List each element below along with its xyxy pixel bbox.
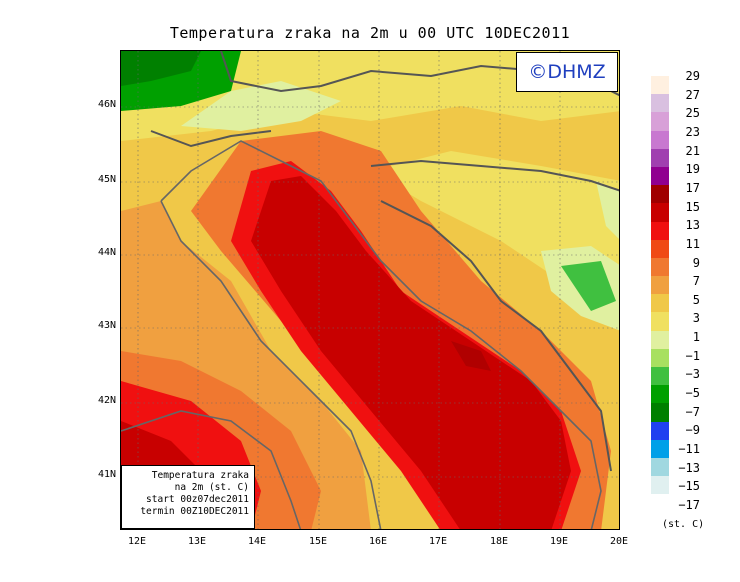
colorbar-cell [651,367,669,386]
colorbar-label: −11 [678,442,700,456]
adriatic-sea [251,176,571,529]
colorbar-label: 19 [685,162,700,177]
latitude-label: 45N [97,174,116,185]
longitude-label: 20E [609,536,629,547]
graticule [121,51,619,529]
inland-green-east [561,261,616,311]
colorbar-cell [651,221,669,240]
colorbar-cell [651,421,669,440]
map-canvas [121,51,619,529]
longitude-label: 15E [308,536,328,547]
chart-title: Temperatura zraka na 2m u 00 UTC 10DEC20… [169,24,571,42]
colorbar-cell [651,276,669,295]
colorbar-cell [651,94,669,113]
longitude-label: 14E [247,536,267,547]
colorbar-label: −7 [685,404,700,419]
colorbar-cell [651,294,669,313]
temperature-map [120,50,620,530]
colorbar-cell [651,239,669,258]
colorbar-cell [651,257,669,277]
colorbar-label: 15 [685,199,700,214]
colorbar-cell [651,476,669,495]
colorbar-cell [651,494,669,513]
colorbar-label: 3 [692,311,700,326]
colorbar-label: 27 [685,87,700,102]
cold-zone-northwest-core [121,51,201,86]
info-line: start 00z07dec2011 [146,494,249,505]
coastlines [121,140,602,529]
colorbar-label: 13 [685,218,700,233]
info-line: na 2m (st. C) [174,482,249,493]
colorbar-label: −13 [678,460,700,475]
colorbar-label: −1 [685,348,700,363]
colorbar-unit: (st. C) [662,519,705,530]
colorbar-cell [651,130,669,149]
longitude-label: 17E [428,536,448,547]
longitude-label: 12E [127,536,147,547]
colorbar-cell [651,330,669,349]
colorbar-label: −3 [685,367,700,382]
latitude-label: 46N [97,99,116,110]
colorbar-label: 25 [685,106,700,121]
colorbar-label: 29 [685,69,700,83]
colorbar-label: −15 [678,479,700,494]
longitude-label: 16E [368,536,388,547]
colorbar-label: −9 [685,423,700,438]
longitude-label: 19E [549,536,569,547]
latitude-label: 42N [97,395,116,406]
colorbar-cell [651,148,669,167]
colorbar-cell [651,76,669,95]
latitude-label: 44N [97,247,116,258]
colorbar-label: −5 [685,386,700,401]
colorbar-cell [651,348,669,367]
colorbar-label: 1 [692,330,700,345]
info-line: Temperatura zraka [151,470,249,481]
colorbar-cell [651,185,669,204]
colorbar-cell [651,203,669,222]
colorbar [651,76,669,513]
colorbar-label: 21 [685,143,700,158]
colorbar-cell [651,385,669,404]
longitude-label: 13E [187,536,207,547]
copyright-badge: ©DHMZ [516,52,618,92]
colorbar-label: 17 [685,180,700,195]
longitude-label: 18E [489,536,509,547]
colorbar-label: 9 [692,255,700,270]
colorbar-cell [651,166,669,186]
latitude-label: 41N [97,469,116,480]
po-valley-cool [181,81,341,131]
colorbar-label: −17 [678,497,700,512]
colorbar-label: 23 [685,124,700,139]
colorbar-cell [651,312,669,331]
colorbar-cell [651,403,669,422]
colorbar-label: 7 [692,274,700,289]
colorbar-cell [651,112,669,131]
colorbar-label: 11 [685,236,700,251]
info-line: termin 00Z10DEC2011 [140,506,249,517]
colorbar-label: 5 [692,292,700,307]
info-box: Temperatura zraka na 2m (st. C) start 00… [121,465,255,529]
adriatic-deep-spot [451,341,491,371]
colorbar-cell [651,457,669,477]
colorbar-cell [651,439,669,458]
latitude-label: 43N [97,320,116,331]
inland-cool-northeast [596,181,619,239]
